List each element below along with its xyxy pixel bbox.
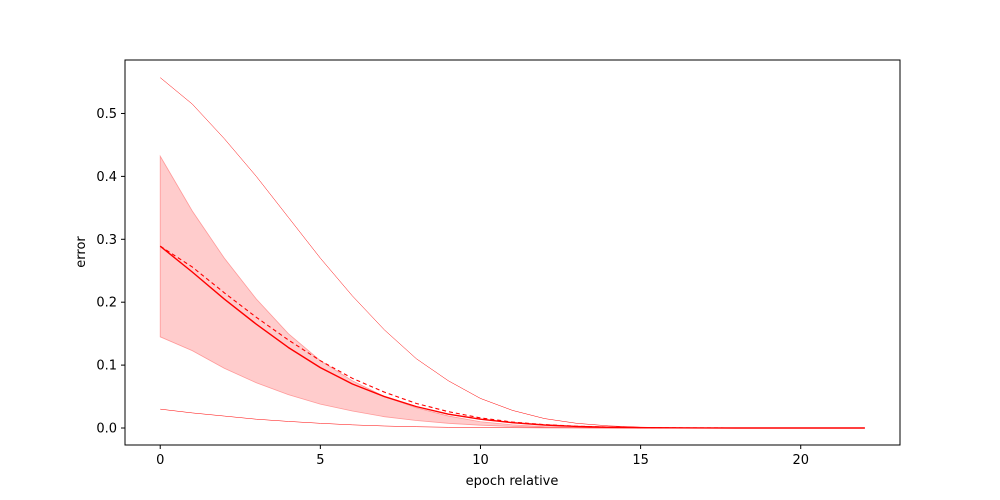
x-tick-label: 0 (156, 453, 164, 468)
axes-frame (124, 59, 901, 446)
y-tick-label: 0.2 (96, 296, 117, 311)
x-tick-label: 5 (316, 453, 324, 468)
x-axis-label: epoch relative (466, 474, 559, 489)
x-tick-label: 10 (472, 453, 489, 468)
y-tick-label: 0.4 (96, 170, 117, 185)
x-tick-label: 20 (792, 453, 809, 468)
dashed-line (159, 245, 865, 429)
y-axis-label: error (74, 236, 89, 268)
y-tick-label: 0.5 (96, 107, 117, 122)
y-tick-label: 0.1 (96, 359, 117, 374)
y-tick-label: 0.0 (96, 422, 117, 437)
x-axis: 0 5 10 15 20 (156, 445, 809, 468)
plot-area (159, 77, 865, 429)
lower-thin-line (160, 408, 865, 429)
y-axis: 0.0 0.1 0.2 0.3 0.4 0.5 (96, 107, 125, 437)
x-tick-label: 15 (632, 453, 649, 468)
y-tick-label: 0.3 (96, 233, 117, 248)
